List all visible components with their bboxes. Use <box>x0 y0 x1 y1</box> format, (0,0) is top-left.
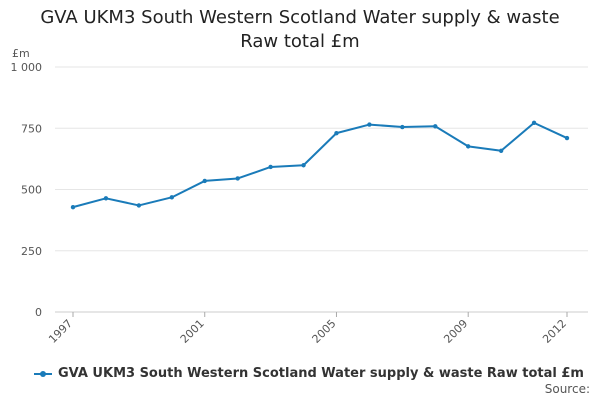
data-point <box>70 204 76 210</box>
y-tick-label: 1 000 <box>11 61 43 74</box>
gridlines <box>55 66 588 313</box>
data-point <box>367 122 372 127</box>
chart-title: GVA UKM3 South Western Scotland Water su… <box>0 6 600 54</box>
y-axis-unit-label: £m <box>12 47 30 60</box>
x-tick-label: 2001 <box>178 317 207 346</box>
y-tick-label: 750 <box>21 122 42 135</box>
x-tick-label: 2012 <box>540 317 569 346</box>
legend-swatch <box>34 369 52 379</box>
series-line <box>72 121 568 209</box>
data-point <box>531 120 537 126</box>
y-axis: £m 0 250 500 750 1 000 <box>11 47 43 319</box>
data-point <box>564 135 570 141</box>
source-label: Source: <box>544 382 590 396</box>
y-tick-label: 500 <box>21 184 42 197</box>
legend[interactable]: GVA UKM3 South Western Scotland Water su… <box>34 366 584 381</box>
data-point <box>400 124 405 130</box>
data-point <box>169 195 174 200</box>
x-tick-label: 1997 <box>46 317 75 346</box>
data-point <box>433 124 438 129</box>
data-point <box>498 148 504 153</box>
y-tick-label: 250 <box>21 245 42 258</box>
data-point <box>235 176 240 181</box>
data-point <box>268 164 273 170</box>
series-group <box>70 120 570 210</box>
legend-label: GVA UKM3 South Western Scotland Water su… <box>58 366 584 381</box>
x-tick-label: 2005 <box>310 317 339 346</box>
chart-title-line-1: GVA UKM3 South Western Scotland Water su… <box>40 7 560 28</box>
data-point <box>301 163 306 168</box>
data-point <box>136 203 142 208</box>
y-tick-label: 0 <box>35 306 42 319</box>
data-point <box>202 178 207 184</box>
data-point <box>334 130 339 136</box>
x-tick-label: 2009 <box>441 317 470 346</box>
chart-title-line-2: Raw total £m <box>240 31 360 52</box>
x-axis: 1997 2001 2005 2009 2012 <box>46 312 569 346</box>
data-point <box>466 144 471 149</box>
data-point <box>103 196 109 201</box>
